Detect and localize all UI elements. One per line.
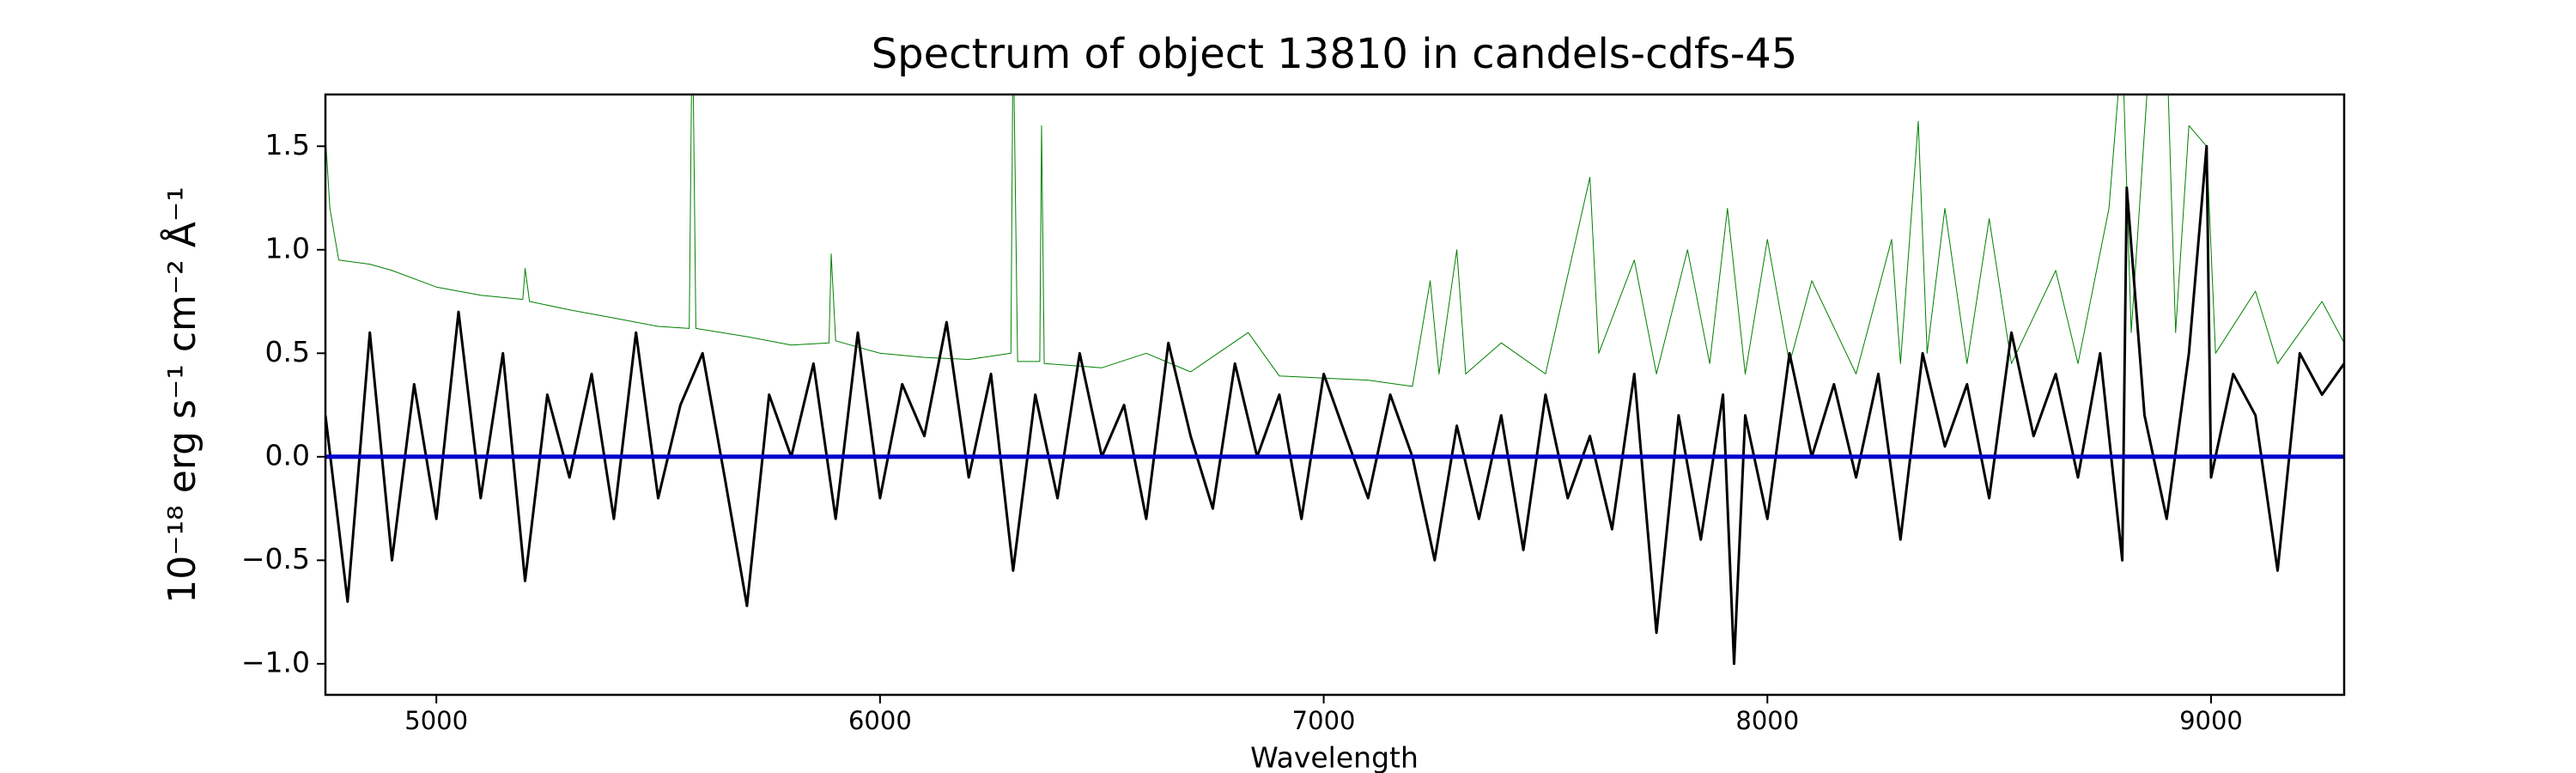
x-tick-label: 5000: [404, 706, 468, 735]
series-line: [325, 144, 2344, 666]
x-tick-label: 9000: [2179, 706, 2243, 735]
y-axis-label: 10⁻¹⁸ erg s⁻¹ cm⁻² Å⁻¹: [159, 186, 204, 603]
y-tick-label: 1.5: [265, 128, 310, 161]
x-tick-label: 6000: [848, 706, 912, 735]
plot-area: [325, 94, 2344, 666]
x-tick-label: 8000: [1735, 706, 1799, 735]
y-tick-label: −1.0: [241, 645, 310, 679]
series-line: [325, 94, 2344, 387]
y-tick-label: 0.0: [265, 438, 310, 472]
axes-frame: [324, 93, 2346, 697]
y-tick-label: −0.5: [241, 542, 310, 575]
x-tick-label: 7000: [1292, 706, 1356, 735]
y-tick-label: 1.0: [265, 231, 310, 265]
chart-title: Spectrum of object 13810 in candels-cdfs…: [872, 30, 1798, 78]
y-tick-label: 0.5: [265, 335, 310, 368]
x-axis-label: Wavelength: [1250, 741, 1419, 773]
